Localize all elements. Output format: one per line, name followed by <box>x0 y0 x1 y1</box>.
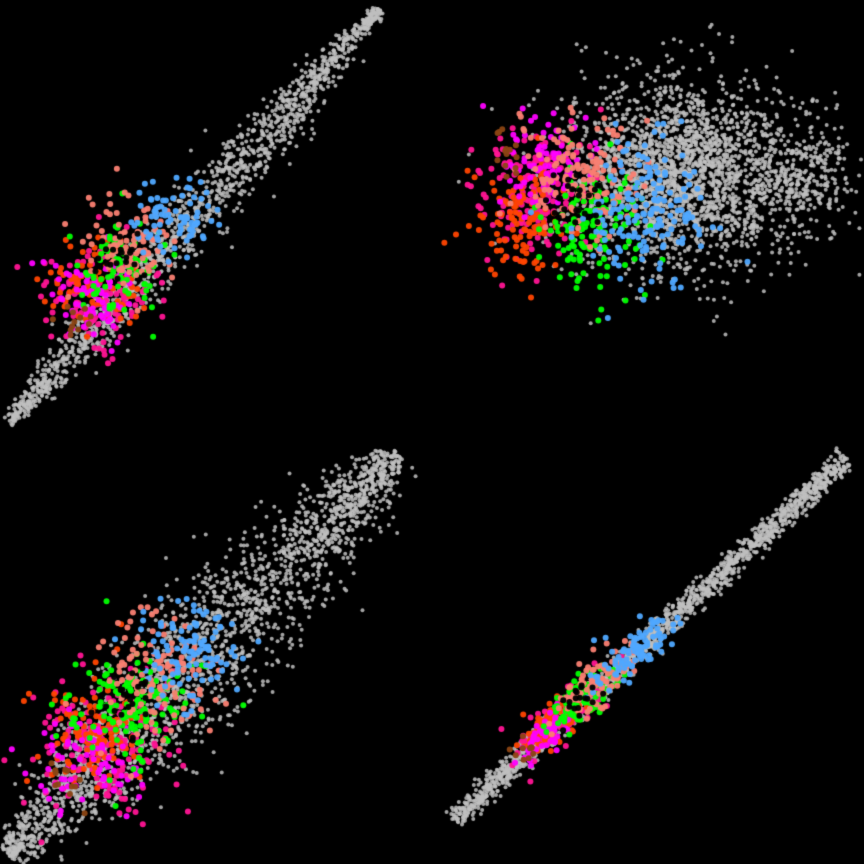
canvas-bottom-left <box>0 432 432 864</box>
canvas-top-left <box>0 0 432 432</box>
panel-top-right <box>432 0 864 432</box>
panel-top-left <box>0 0 432 432</box>
panel-bottom-right <box>432 432 864 864</box>
canvas-bottom-right <box>432 432 864 864</box>
canvas-top-right <box>432 0 864 432</box>
scatter-grid <box>0 0 864 864</box>
panel-bottom-left <box>0 432 432 864</box>
